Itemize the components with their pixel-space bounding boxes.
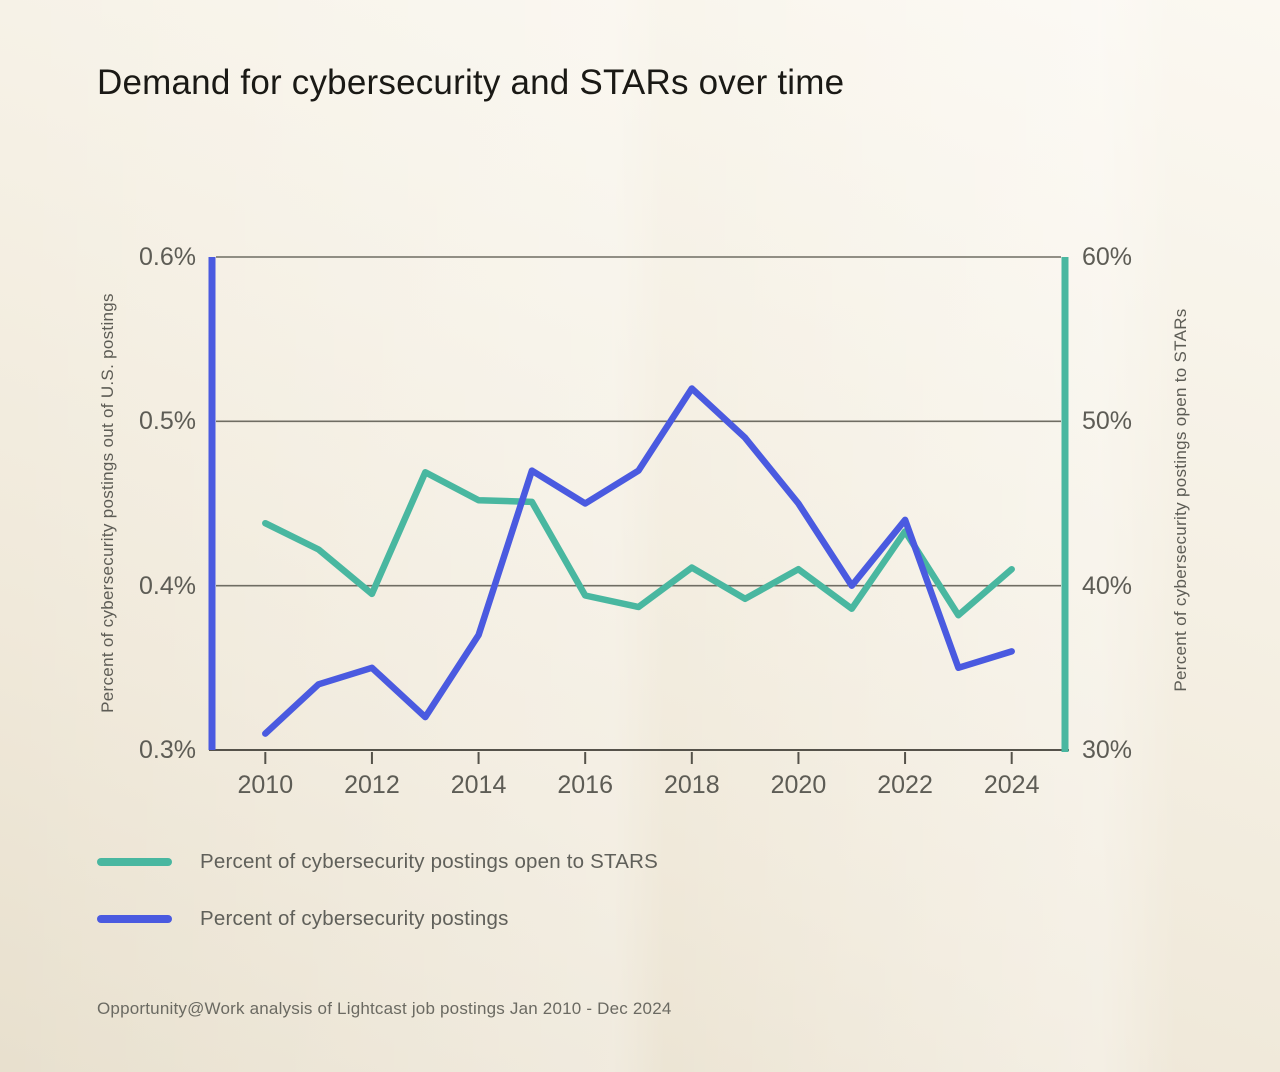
legend-label: Percent of cybersecurity postings open t…	[200, 850, 658, 873]
y-axis-left-tick-label: 0.6%	[139, 243, 196, 271]
x-axis-tick-label: 2018	[664, 771, 720, 799]
x-axis-tick-label: 2012	[344, 771, 400, 799]
y-axis-left-tick-label: 0.3%	[139, 736, 196, 764]
line-percent-of-cybersecurity-postings-open-to-stars	[262, 469, 1015, 619]
x-axis-tick-label: 2014	[450, 771, 507, 799]
x-axis-tick-label: 2024	[983, 771, 1040, 799]
right-axis-title: Percent of cybersecurity postings open t…	[1171, 308, 1190, 692]
x-axis-tick-label: 2016	[557, 771, 613, 799]
y-axis-left-tick-label: 0.5%	[139, 407, 196, 436]
right-axis-spine	[1061, 257, 1069, 752]
legend-swatch-blue	[97, 915, 172, 923]
y-axis-right-tick-label: 40%	[1082, 571, 1133, 600]
line-percent-of-cybersecurity-postings	[262, 385, 1015, 737]
left-axis-spine	[208, 257, 216, 750]
x-axis-tick-label: 2010	[237, 771, 294, 799]
left-axis-title: Percent of cybersecurity postings out of…	[98, 293, 117, 713]
y-axis-right-tick-label: 50%	[1082, 407, 1133, 436]
y-axis-left-tick-label: 0.4%	[139, 571, 196, 600]
source-note: Opportunity@Work analysis of Lightcast j…	[97, 999, 672, 1018]
legend-swatch-teal	[97, 858, 172, 866]
x-axis-tick-label: 2022	[877, 771, 933, 799]
y-axis-right-tick-label: 60%	[1082, 243, 1133, 271]
legend-label: Percent of cybersecurity postings	[200, 907, 509, 930]
x-axis-tick-label: 2020	[770, 771, 827, 799]
chart-title: Demand for cybersecurity and STARs over …	[97, 63, 845, 102]
y-axis-right-tick-label: 30%	[1082, 736, 1133, 764]
